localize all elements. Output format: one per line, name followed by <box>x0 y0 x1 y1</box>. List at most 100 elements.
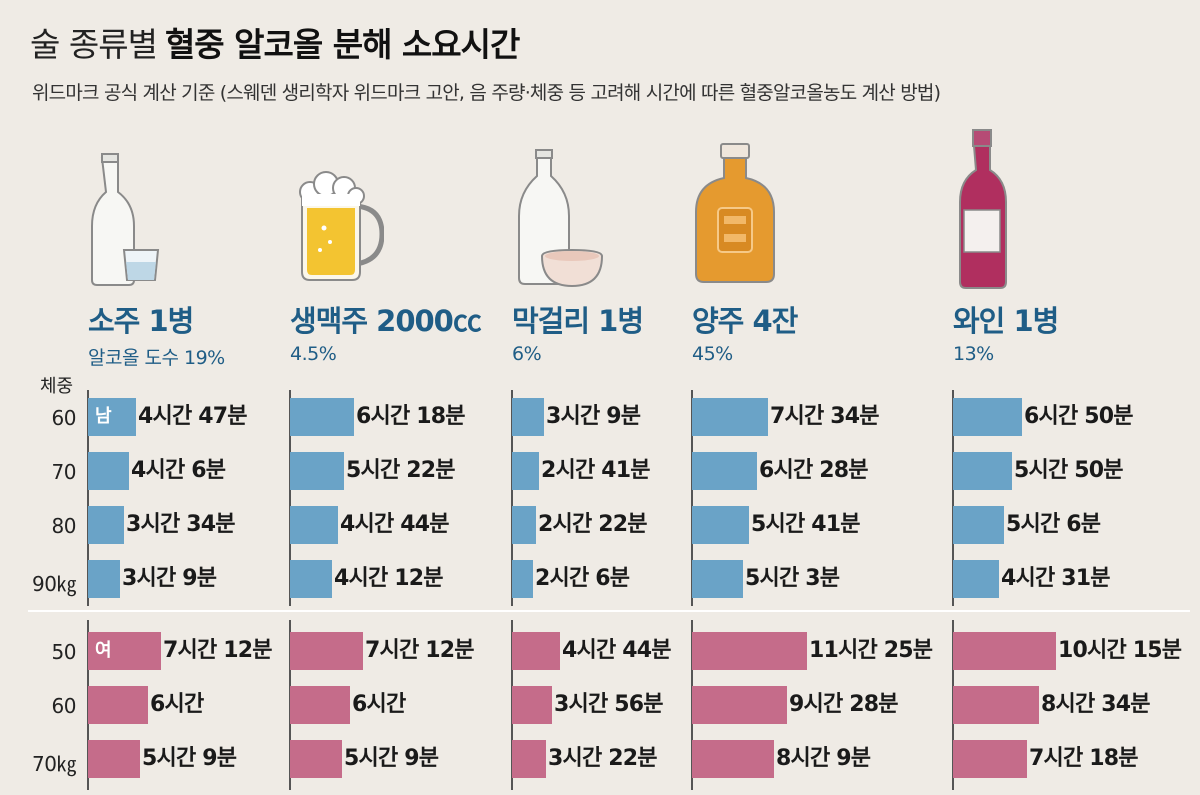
bar-male <box>88 560 120 598</box>
section-divider <box>28 610 1190 612</box>
beer-mug-icon <box>299 171 384 281</box>
weight-label-male: 90㎏ <box>32 572 76 596</box>
baseline-male <box>511 390 513 606</box>
bar-label-male: 6시간 50분 <box>1024 404 1134 429</box>
bar-male <box>290 560 332 598</box>
weight-axis-title: 체중 <box>40 376 74 397</box>
makgeolli-bottle-icon <box>518 149 604 288</box>
gender-tag-male: 남 <box>95 406 112 427</box>
baseline-male <box>952 390 954 606</box>
drink-name: 양주 4잔 <box>692 304 798 338</box>
drink-name: 와인 1병 <box>953 304 1059 338</box>
drink-abv: 4.5% <box>290 343 337 365</box>
bar-label-male: 5시간 22분 <box>346 458 456 483</box>
bar-male <box>290 452 344 490</box>
bar-male <box>88 506 124 544</box>
bar-male <box>953 560 999 598</box>
bar-male <box>512 506 536 544</box>
bar-label-female: 3시간 22분 <box>548 746 658 771</box>
bar-label-male: 2시간 41분 <box>541 458 651 483</box>
bar-male <box>692 560 743 598</box>
chart-title: 술 종류별 혈중 알코올 분해 소요시간 <box>30 18 520 66</box>
bar-label-male: 5시간 3분 <box>745 566 840 591</box>
bar-label-female: 11시간 25분 <box>809 638 933 663</box>
bar-label-male: 4시간 44분 <box>340 512 450 537</box>
bar-label-male: 5시간 50분 <box>1014 458 1124 483</box>
bar-female <box>290 632 363 670</box>
bar-male <box>290 398 354 436</box>
bar-label-male: 7시간 34분 <box>770 404 880 429</box>
drink-name: 소주 1병 <box>88 304 194 338</box>
bar-male <box>953 398 1022 436</box>
bar-male <box>692 398 768 436</box>
bar-label-male: 3시간 34분 <box>126 512 236 537</box>
bar-male <box>88 452 129 490</box>
bar-label-female: 5시간 9분 <box>344 746 439 771</box>
bar-label-male: 4시간 47분 <box>138 404 248 429</box>
bar-label-female: 4시간 44분 <box>562 638 672 663</box>
drink-abv: 13% <box>953 343 994 365</box>
bar-male <box>88 398 136 436</box>
bar-male <box>512 560 533 598</box>
drink-name: 생맥주 2000㏄ <box>290 304 482 338</box>
bar-female <box>692 740 774 778</box>
bar-female <box>953 740 1027 778</box>
bar-label-male: 3시간 9분 <box>546 404 641 429</box>
weight-label-female: 50 <box>51 640 77 664</box>
chart-title-bold: 혈중 알코올 분해 소요시간 <box>164 25 520 64</box>
wine-bottle-icon <box>959 129 1007 289</box>
bar-label-male: 3시간 9분 <box>122 566 217 591</box>
drink-abv: 45% <box>692 343 733 365</box>
weight-label-female: 60 <box>51 694 77 718</box>
bar-female <box>512 740 546 778</box>
bar-label-male: 4시간 6분 <box>131 458 226 483</box>
bar-label-female: 6시간 <box>352 692 406 717</box>
bar-label-female: 9시간 28분 <box>789 692 899 717</box>
bar-label-male: 5시간 41분 <box>751 512 861 537</box>
bar-male <box>953 452 1012 490</box>
bar-female <box>290 740 342 778</box>
bar-male <box>512 398 544 436</box>
whiskey-bottle-icon <box>695 143 775 283</box>
bar-label-female: 3시간 56분 <box>554 692 664 717</box>
bar-female <box>953 686 1039 724</box>
bar-label-male: 4시간 31분 <box>1001 566 1111 591</box>
bar-label-male: 5시간 6분 <box>1006 512 1101 537</box>
bar-label-male: 2시간 22분 <box>538 512 648 537</box>
bar-label-female: 5시간 9분 <box>142 746 237 771</box>
bar-label-female: 8시간 34분 <box>1041 692 1151 717</box>
bar-female <box>290 686 350 724</box>
bar-male <box>512 452 539 490</box>
drink-abv: 알코올 도수 19% <box>88 347 225 369</box>
bar-female <box>692 686 787 724</box>
bar-label-female: 7시간 12분 <box>365 638 475 663</box>
chart-subtitle: 위드마크 공식 계산 기준 (스웨덴 생리학자 위드마크 고안, 음 주량·체중… <box>32 82 941 104</box>
bar-label-male: 2시간 6분 <box>535 566 630 591</box>
bar-female <box>88 632 161 670</box>
bar-label-female: 6시간 <box>150 692 204 717</box>
bar-female <box>88 686 148 724</box>
weight-label-male: 70 <box>51 460 77 484</box>
bar-male <box>953 506 1004 544</box>
bar-male <box>692 506 749 544</box>
bar-label-female: 8시간 9분 <box>776 746 871 771</box>
bar-label-male: 6시간 28분 <box>759 458 869 483</box>
bar-label-male: 4시간 12분 <box>334 566 444 591</box>
bar-female <box>692 632 807 670</box>
bar-female <box>88 740 140 778</box>
bar-female <box>512 632 560 670</box>
soju-bottle-icon <box>91 153 160 286</box>
bar-label-female: 7시간 12분 <box>163 638 273 663</box>
bar-label-male: 6시간 18분 <box>356 404 466 429</box>
drink-abv: 6% <box>512 343 542 365</box>
chart-title-light: 술 종류별 <box>30 25 158 64</box>
bar-female <box>512 686 552 724</box>
baseline-male <box>691 390 693 606</box>
bar-male <box>692 452 757 490</box>
weight-label-male: 80 <box>51 514 77 538</box>
bar-female <box>953 632 1056 670</box>
bar-label-female: 10시간 15분 <box>1058 638 1182 663</box>
baseline-male <box>87 390 89 606</box>
weight-label-female: 70㎏ <box>32 752 76 776</box>
drink-name: 막걸리 1병 <box>512 304 644 338</box>
